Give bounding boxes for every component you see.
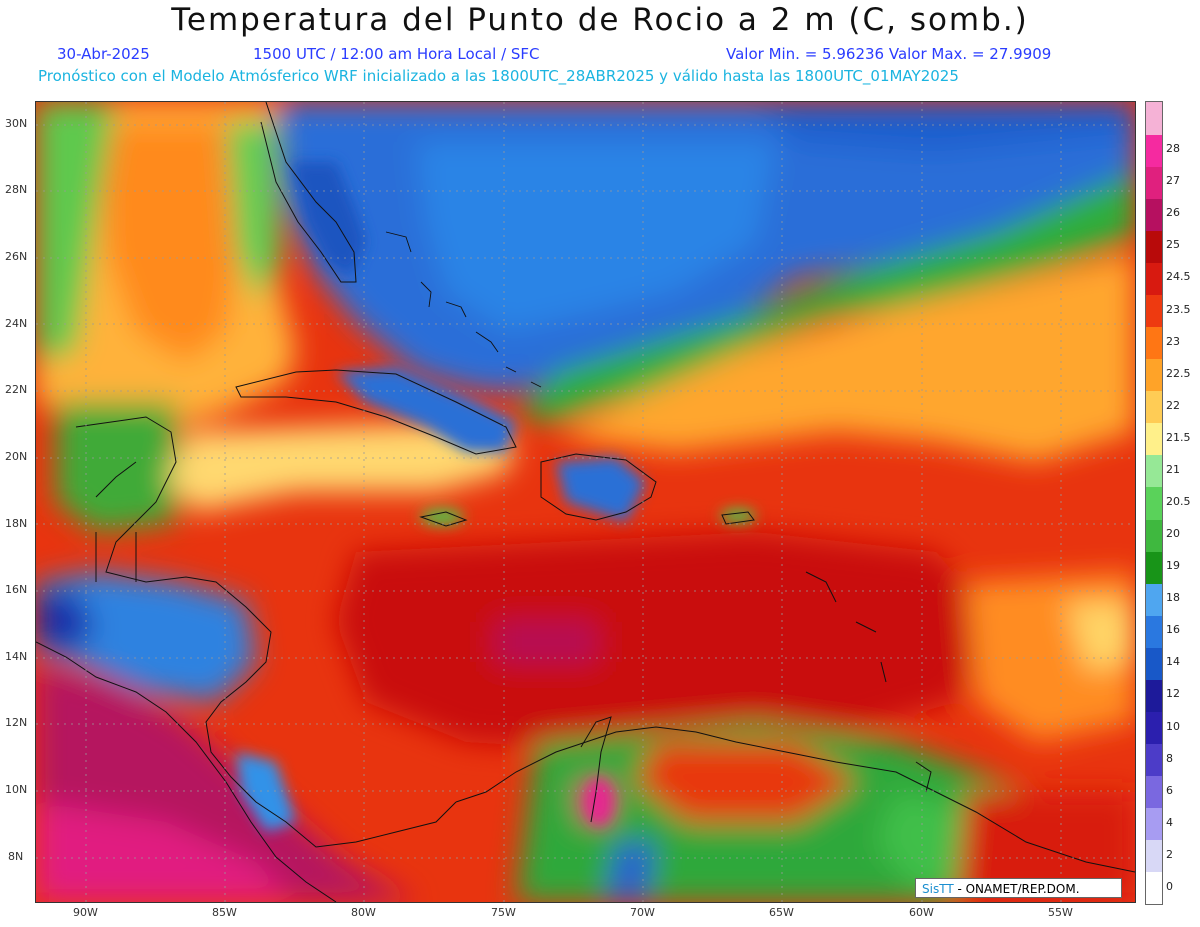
lon-label: 75W <box>491 906 516 919</box>
colorbar-tick-label: 6 <box>1166 783 1173 797</box>
colorbar-cell <box>1146 871 1162 905</box>
lat-label: 20N <box>5 450 28 463</box>
colorbar-cell <box>1146 647 1162 680</box>
colorbar-tick-label: 12 <box>1166 687 1180 701</box>
colorbar-tick-label: 25 <box>1166 238 1180 252</box>
credit-org: - ONAMET/REP.DOM. <box>953 882 1080 896</box>
colorbar-tick-label: 20 <box>1166 527 1180 541</box>
colorbar-tick-label: 23.5 <box>1166 302 1191 316</box>
colorbar-cell <box>1146 807 1162 841</box>
colorbar-tick-label: 26 <box>1166 206 1180 220</box>
model-info-label: Pronóstico con el Modelo Atmósferico WRF… <box>38 67 959 85</box>
lat-label: 24N <box>5 317 28 330</box>
colorbar-tick-label: 16 <box>1166 623 1180 637</box>
colorbar-cell <box>1146 422 1162 456</box>
colorbar-cell <box>1146 390 1162 424</box>
colorbar-cell <box>1146 326 1162 360</box>
colorbar-tick-label: 28 <box>1166 142 1180 156</box>
lon-label: 90W <box>73 906 98 919</box>
lat-label: 16N <box>5 583 28 596</box>
colorbar-cell <box>1146 583 1162 616</box>
credit-brand: SisTT <box>922 882 954 896</box>
colorbar-cell <box>1146 615 1162 648</box>
colorbar-tick-label: 19 <box>1166 559 1180 573</box>
colorbar-cell <box>1146 358 1162 392</box>
credit-box: SisTT - ONAMET/REP.DOM. <box>915 878 1122 898</box>
time-label: 1500 UTC / 12:00 am Hora Local / SFC <box>253 45 540 63</box>
lat-label: 14N <box>5 650 28 663</box>
colorbar-cell <box>1146 551 1162 584</box>
lat-label: 28N <box>5 183 28 196</box>
colorbar-tick-label: 2 <box>1166 847 1173 861</box>
colorbar-cell <box>1146 262 1162 295</box>
colorbar-tick-label: 22 <box>1166 398 1180 412</box>
lat-label: 22N <box>5 383 28 396</box>
colorbar-tick-label: 4 <box>1166 815 1173 829</box>
colorbar-cell <box>1146 775 1162 809</box>
lon-label: 55W <box>1048 906 1073 919</box>
colorbar-cell <box>1146 454 1162 488</box>
colorbar-cell <box>1146 198 1162 231</box>
colorbar-cell <box>1146 519 1162 552</box>
lat-label: 30N <box>5 117 28 130</box>
colorbar-cell <box>1146 166 1162 199</box>
date-label: 30-Abr-2025 <box>57 45 150 63</box>
colorbar <box>1145 101 1163 905</box>
colorbar-cell <box>1146 134 1162 167</box>
colorbar-cell <box>1146 230 1162 263</box>
colorbar-tick-label: 27 <box>1166 174 1180 188</box>
colorbar-cell <box>1146 679 1162 713</box>
colorbar-tick-label: 18 <box>1166 591 1180 605</box>
lon-label: 70W <box>630 906 655 919</box>
colorbar-tick-label: 20.5 <box>1166 495 1191 508</box>
colorbar-cell <box>1146 711 1162 745</box>
colorbar-cell <box>1146 294 1162 328</box>
colorbar-tick-label: 23 <box>1166 334 1180 348</box>
colorbar-tick-label: 0 <box>1166 879 1173 893</box>
colorbar-tick-label: 21.5 <box>1166 430 1191 444</box>
colorbar-tick-label: 8 <box>1166 751 1173 765</box>
map-title: Temperatura del Punto de Rocio a 2 m (C,… <box>171 2 1029 38</box>
lat-label: 18N <box>5 517 28 530</box>
colorbar-cell <box>1146 102 1162 135</box>
lon-label: 80W <box>351 906 376 919</box>
colorbar-tick-label: 21 <box>1166 462 1180 476</box>
colorbar-cell <box>1146 486 1162 520</box>
colorbar-tick-label: 24.5 <box>1166 270 1191 284</box>
dewpoint-map <box>35 101 1136 903</box>
lon-label: 65W <box>769 906 794 919</box>
lat-label: 8N <box>8 850 24 863</box>
lon-label: 60W <box>909 906 934 919</box>
lat-label: 26N <box>5 250 28 263</box>
colorbar-tick-label: 14 <box>1166 655 1180 669</box>
colorbar-tick-label: 10 <box>1166 719 1180 733</box>
lon-label: 85W <box>212 906 237 919</box>
minmax-label: Valor Min. = 5.96236 Valor Max. = 27.990… <box>726 45 1052 63</box>
lat-label: 12N <box>5 716 28 729</box>
colorbar-cell <box>1146 743 1162 777</box>
colorbar-cell <box>1146 839 1162 873</box>
lat-label: 10N <box>5 783 28 796</box>
colorbar-tick-label: 22.5 <box>1166 366 1191 380</box>
